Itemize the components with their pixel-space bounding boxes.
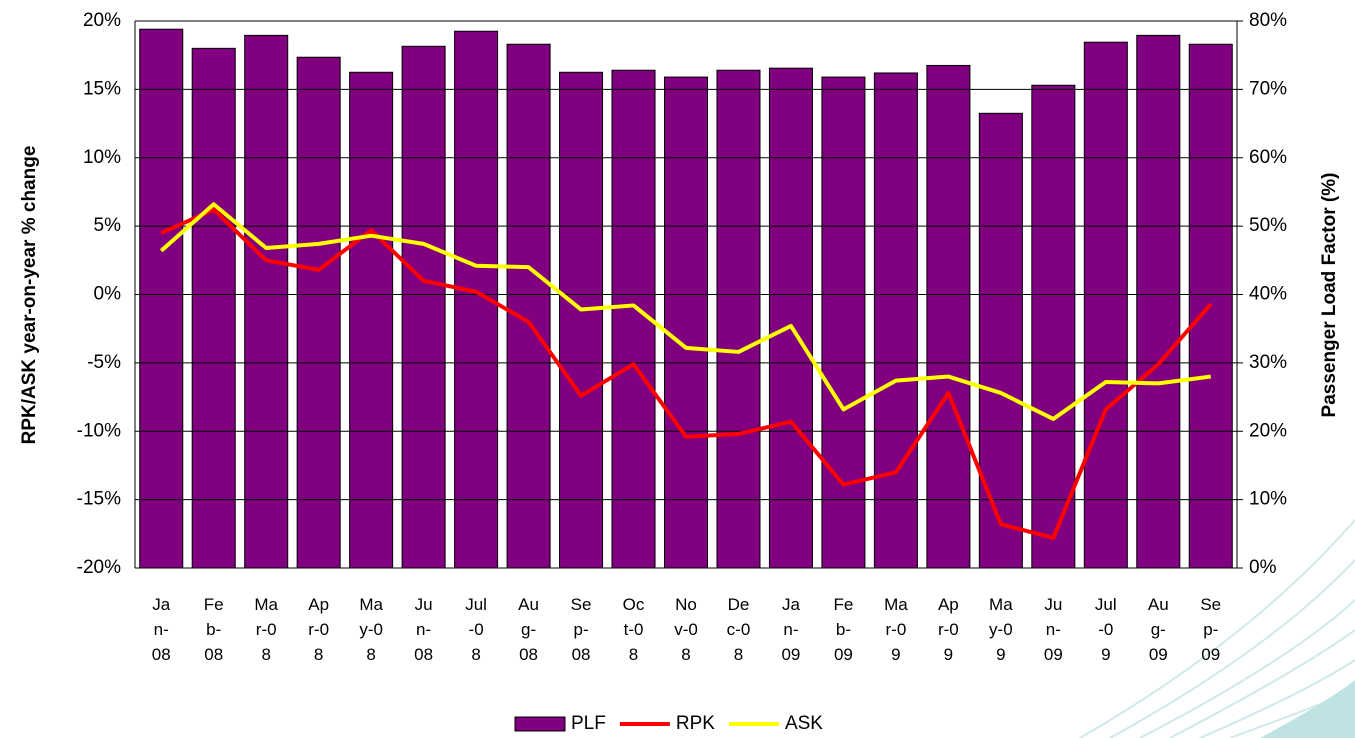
background-swoosh (1079, 519, 1355, 738)
bar (716, 69, 761, 569)
x-tick-label: Dec-08 (726, 595, 751, 664)
x-tick-label: Feb-08 (203, 595, 224, 664)
x-tick-label: Jul-09 (1094, 595, 1117, 664)
legend-swatch (514, 716, 566, 732)
y2-tick-label: 40% (1249, 284, 1287, 305)
x-tick-label: Sep-09 (1200, 595, 1222, 664)
y2-tick-label: 0% (1249, 557, 1277, 578)
bar (768, 67, 813, 569)
y-tick-label: 0% (94, 284, 122, 305)
bar (873, 72, 918, 569)
y2-tick-label: 10% (1249, 489, 1287, 510)
bar (349, 71, 394, 569)
bar (926, 64, 971, 569)
bar (244, 34, 289, 569)
x-tick-label: Jun-08 (414, 595, 434, 664)
bar (1136, 34, 1181, 569)
x-tick-label: Jan-09 (781, 595, 801, 664)
x-tick-label: Oct-08 (622, 595, 645, 664)
x-tick-label: Mar-08 (254, 595, 278, 664)
x-tick-label: May-08 (359, 595, 383, 664)
y-tick-label: 15% (83, 78, 121, 99)
bar (139, 28, 184, 569)
y2-tick-label: 80% (1249, 10, 1287, 31)
x-tick-label: Apr-08 (308, 595, 330, 664)
x-tick-label: Sep-08 (570, 595, 592, 664)
x-tick-label: Mar-09 (884, 595, 908, 664)
y-tick-label: -5% (87, 352, 121, 373)
y-tick-label: -20% (77, 557, 121, 578)
bar (191, 47, 236, 569)
y2-axis-title: Passenger Load Factor (%) (1319, 173, 1340, 418)
bar (296, 56, 341, 569)
x-tick-label: Apr-09 (937, 595, 959, 664)
x-tick-label: Nov-08 (674, 595, 698, 664)
y-axis-title: RPK/ASK year-on-year % change (19, 146, 40, 445)
y2-tick-label: 70% (1249, 78, 1287, 99)
x-tick-label: Aug-09 (1147, 595, 1169, 664)
bar (1083, 41, 1128, 569)
bar (821, 76, 866, 569)
background-swoosh (1260, 680, 1355, 738)
bar (506, 43, 551, 569)
x-tick-label: Feb-09 (833, 595, 854, 664)
legend-label: RPK (676, 713, 715, 734)
x-tick-label: Aug-08 (518, 595, 539, 664)
bar (559, 71, 604, 569)
line-series (160, 207, 1213, 540)
x-tick-label: May-09 (989, 595, 1013, 664)
bar (401, 45, 446, 569)
x-tick-label: Jul-08 (465, 595, 487, 664)
y2-tick-label: 20% (1249, 420, 1287, 441)
y2-tick-label: 50% (1249, 215, 1287, 236)
y-tick-label: 10% (83, 147, 121, 168)
line-series (159, 202, 1212, 421)
y2-tick-label: 60% (1249, 147, 1287, 168)
y2-tick-label: 30% (1249, 352, 1287, 373)
y-tick-label: 5% (94, 215, 122, 236)
x-tick-label: Jan-08 (151, 595, 171, 664)
bar (663, 76, 709, 569)
x-tick-label: Jun-09 (1043, 595, 1063, 664)
legend-label: ASK (785, 713, 823, 734)
y-tick-label: -15% (77, 489, 121, 510)
y-tick-label: -10% (77, 420, 121, 441)
legend-label: PLF (571, 713, 606, 734)
y-tick-label: 20% (83, 10, 121, 31)
